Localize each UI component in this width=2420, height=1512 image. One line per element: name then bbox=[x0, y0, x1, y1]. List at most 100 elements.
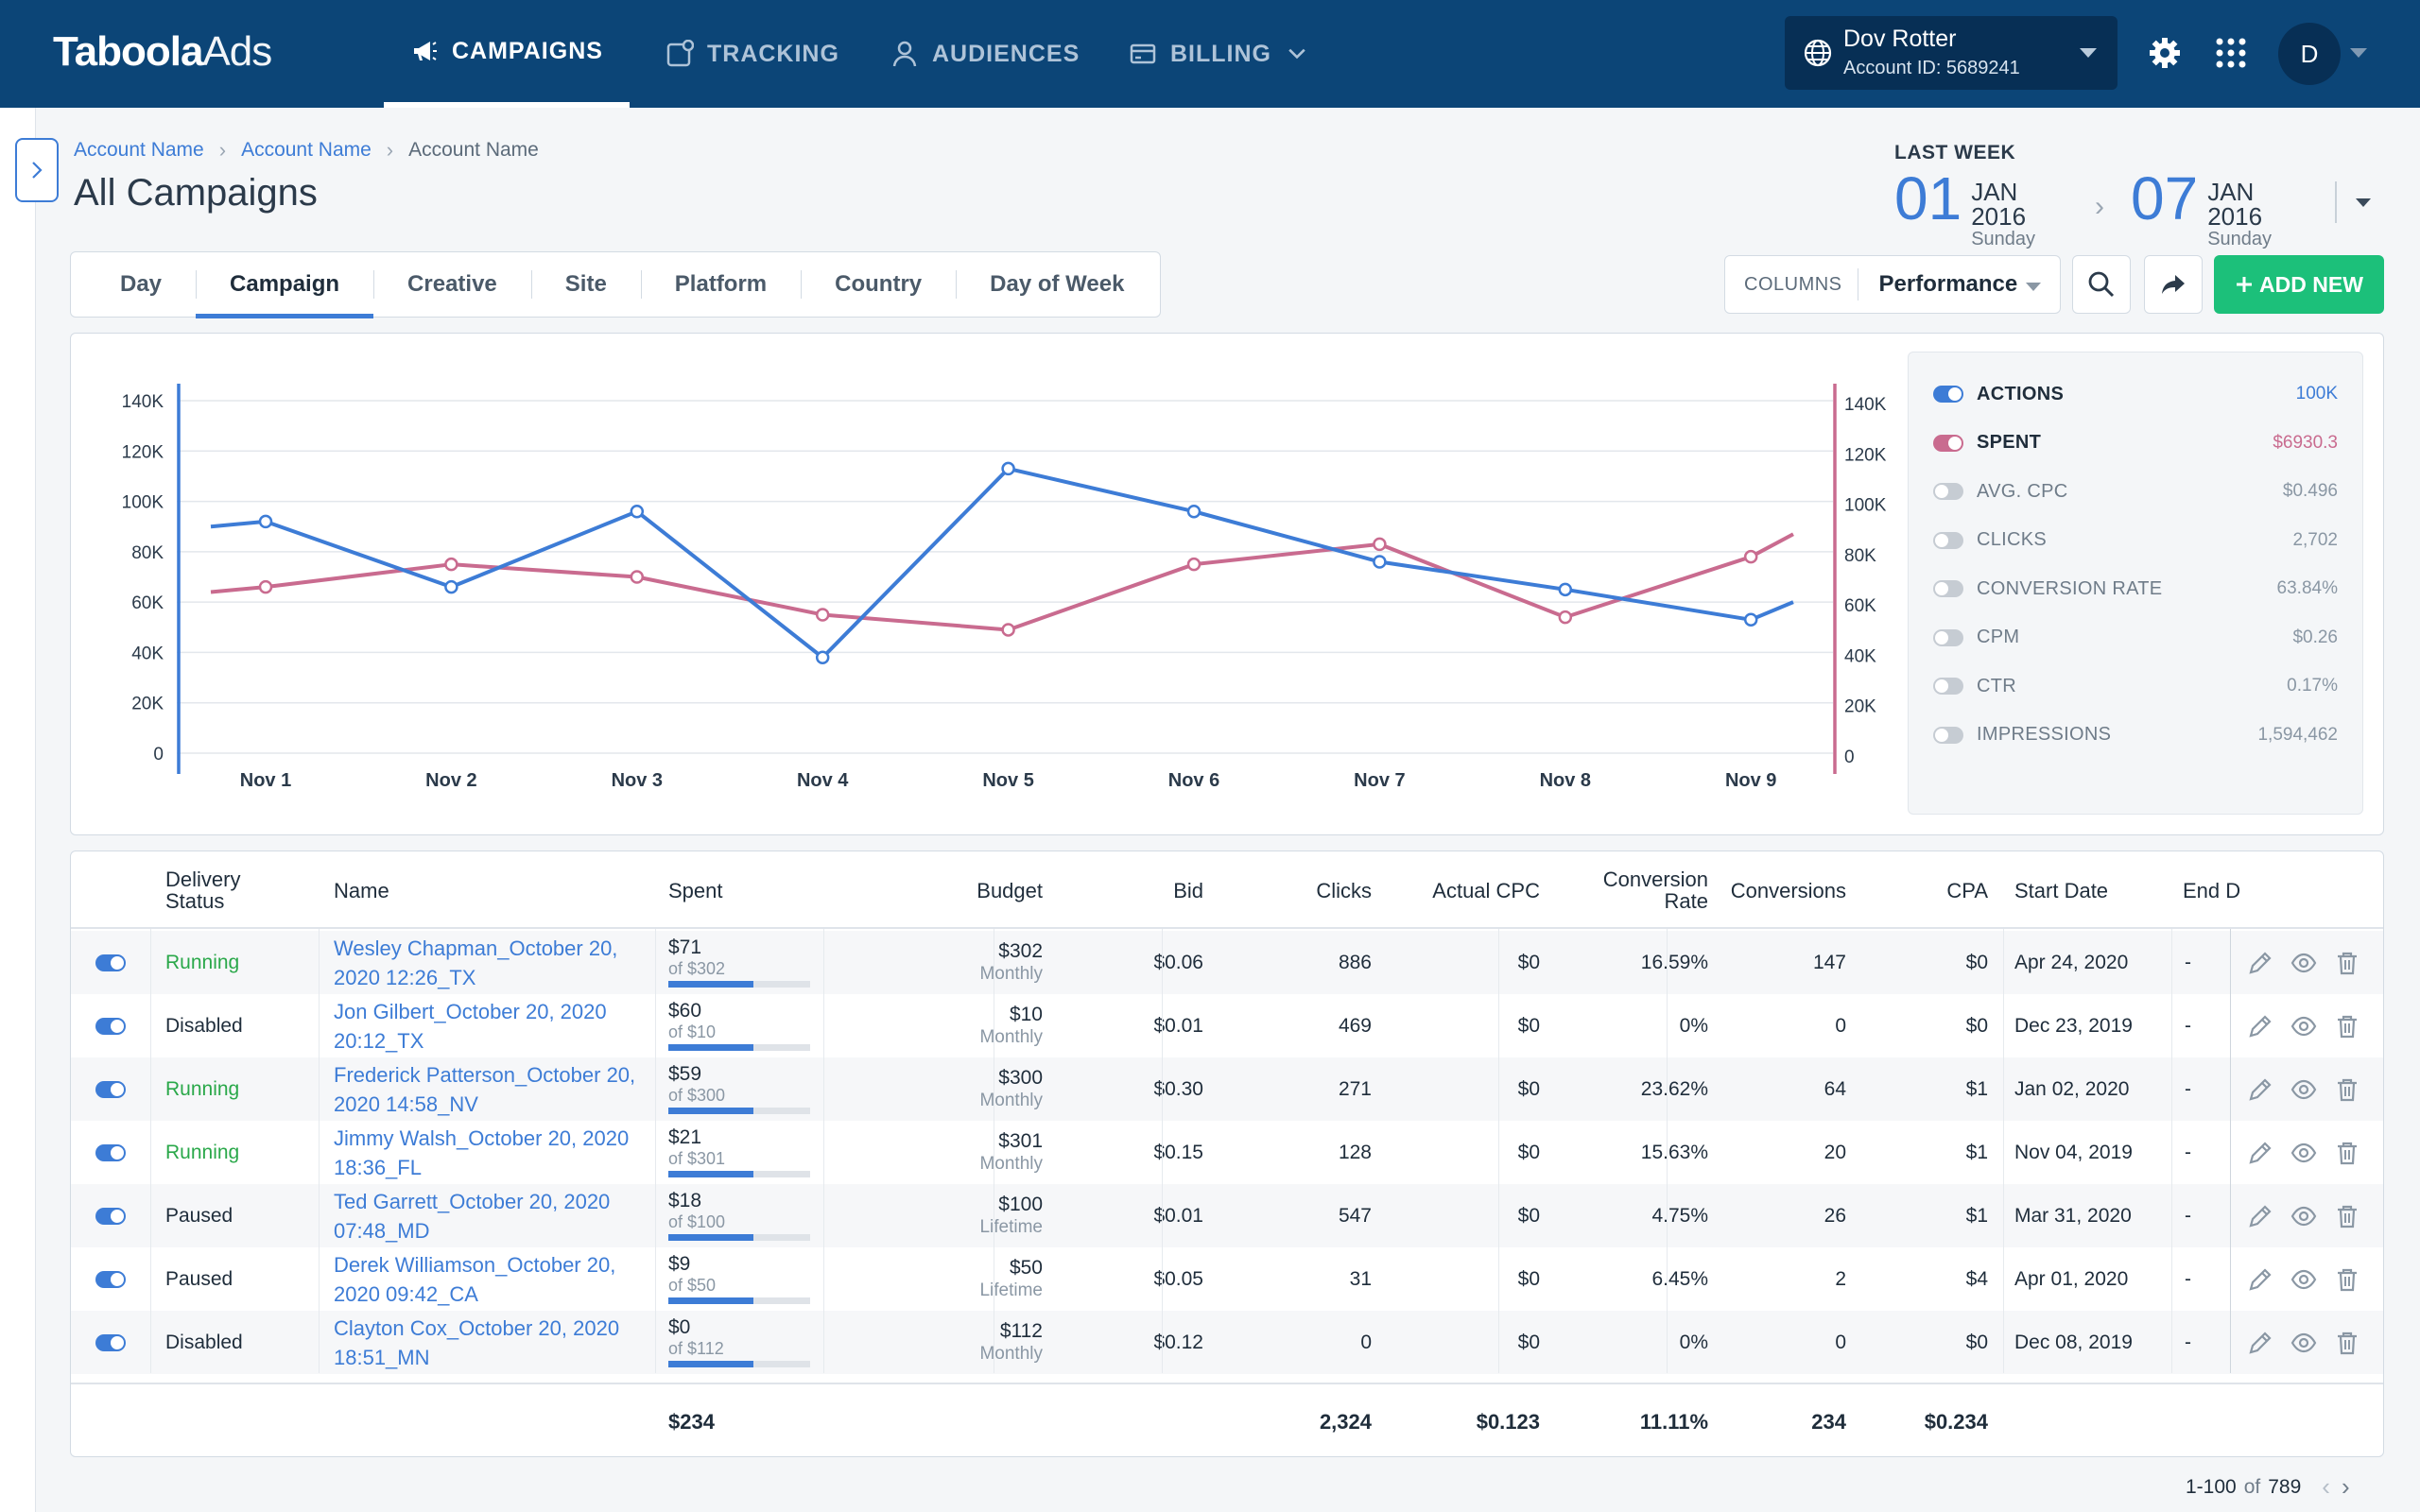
pencil-icon[interactable] bbox=[2247, 1076, 2273, 1103]
taboola-logo[interactable]: TaboolaAds bbox=[53, 28, 272, 76]
campaign-toggle[interactable] bbox=[95, 1121, 126, 1184]
metric-toggle-switch[interactable] bbox=[1933, 726, 1963, 744]
eye-icon[interactable] bbox=[2290, 1203, 2317, 1229]
metric-toggle-row[interactable]: CPM $0.26 bbox=[1933, 623, 2338, 653]
tab-campaign[interactable]: Campaign bbox=[196, 251, 374, 318]
header-bid[interactable]: Bid bbox=[1173, 878, 1203, 902]
tab-creative[interactable]: Creative bbox=[373, 251, 531, 318]
eye-icon[interactable] bbox=[2290, 1266, 2317, 1293]
toggle-switch[interactable] bbox=[95, 1143, 126, 1161]
metric-toggle-switch[interactable] bbox=[1933, 483, 1963, 500]
add-new-button[interactable]: ADD NEW bbox=[2214, 255, 2384, 314]
campaign-toggle[interactable] bbox=[95, 1311, 126, 1374]
tab-day-of-week[interactable]: Day of Week bbox=[956, 251, 1158, 318]
campaign-name-link[interactable]: Derek Williamson_October 20, 2020 09:42_… bbox=[334, 1252, 616, 1306]
tab-country[interactable]: Country bbox=[801, 251, 956, 318]
eye-icon[interactable] bbox=[2290, 950, 2317, 976]
header-end-date[interactable]: End D bbox=[2183, 878, 2241, 902]
tab-site[interactable]: Site bbox=[530, 251, 641, 318]
pager-prev-icon[interactable]: ‹ bbox=[2322, 1472, 2330, 1501]
pencil-icon[interactable] bbox=[2247, 950, 2273, 976]
gear-icon[interactable] bbox=[2148, 36, 2182, 70]
campaign-name-link[interactable]: Frederick Patterson_October 20, 2020 14:… bbox=[334, 1062, 636, 1116]
metric-toggle-row[interactable]: SPENT $6930.3 bbox=[1933, 428, 2338, 458]
date-range-dropdown-icon[interactable] bbox=[2356, 198, 2371, 207]
campaign-toggle[interactable] bbox=[95, 1057, 126, 1121]
toggle-switch[interactable] bbox=[95, 1270, 126, 1288]
trash-icon[interactable] bbox=[2334, 1203, 2360, 1229]
metric-toggle-row[interactable]: CTR 0.17% bbox=[1933, 671, 2338, 701]
tab-platform[interactable]: Platform bbox=[640, 251, 801, 318]
campaign-name-link[interactable]: Ted Garrett_October 20, 2020 07:48_MD bbox=[334, 1189, 611, 1243]
campaign-toggle[interactable] bbox=[95, 931, 126, 994]
header-spent[interactable]: Spent bbox=[668, 878, 723, 902]
tab-day[interactable]: Day bbox=[120, 271, 163, 297]
metric-toggle-switch[interactable] bbox=[1933, 678, 1963, 695]
metric-toggle-row[interactable]: AVG. CPC $0.496 bbox=[1933, 476, 2338, 507]
breadcrumb-link[interactable]: Account Name bbox=[241, 139, 372, 161]
header-budget[interactable]: Budget bbox=[977, 878, 1043, 902]
campaign-toggle[interactable] bbox=[95, 1184, 126, 1247]
campaign-toggle[interactable] bbox=[95, 994, 126, 1057]
account-selector[interactable]: Dov Rotter Account ID: 5689241 bbox=[1785, 16, 2118, 90]
breadcrumb-link[interactable]: Account Name bbox=[74, 139, 204, 161]
eye-icon[interactable] bbox=[2290, 1140, 2317, 1166]
header-conversion-rate[interactable]: Conversion Rate bbox=[1546, 851, 1708, 929]
trash-icon[interactable] bbox=[2334, 1330, 2360, 1356]
pencil-icon[interactable] bbox=[2247, 1266, 2273, 1293]
toggle-switch[interactable] bbox=[95, 1017, 126, 1035]
metric-toggle-switch[interactable] bbox=[1933, 386, 1963, 403]
campaign-name-link[interactable]: Clayton Cox_October 20, 2020 18:51_MN bbox=[334, 1315, 620, 1369]
trash-icon[interactable] bbox=[2334, 950, 2360, 976]
trash-icon[interactable] bbox=[2334, 1140, 2360, 1166]
pencil-icon[interactable] bbox=[2247, 1140, 2273, 1166]
pencil-icon[interactable] bbox=[2247, 1203, 2273, 1229]
campaign-name-link[interactable]: Jon Gilbert_October 20, 2020 20:12_TX bbox=[334, 999, 607, 1053]
header-conversions[interactable]: Conversions bbox=[1730, 878, 1846, 902]
search-button[interactable] bbox=[2072, 255, 2131, 314]
metric-toggle-row[interactable]: CONVERSION RATE 63.84% bbox=[1933, 574, 2338, 604]
toggle-switch[interactable] bbox=[95, 954, 126, 971]
campaign-toggle[interactable] bbox=[95, 1247, 126, 1311]
nav-billing[interactable]: BILLING bbox=[1129, 0, 1309, 108]
campaign-name-link[interactable]: Jimmy Walsh_October 20, 2020 18:36_FL bbox=[334, 1125, 630, 1179]
metric-toggle-switch[interactable] bbox=[1933, 628, 1963, 646]
nav-audiences[interactable]: AUDIENCES bbox=[890, 0, 1080, 108]
header-actual-cpc[interactable]: Actual CPC bbox=[1432, 878, 1540, 902]
eye-icon[interactable] bbox=[2290, 1330, 2317, 1356]
header-start-date[interactable]: Start Date bbox=[2014, 878, 2109, 902]
avatar[interactable]: D bbox=[2278, 23, 2341, 85]
date-range-picker[interactable]: LAST WEEK 01 JAN 2016 Sunday › 07 JAN 20… bbox=[1894, 142, 2272, 249]
share-button[interactable] bbox=[2144, 255, 2203, 314]
eye-icon[interactable] bbox=[2290, 1076, 2317, 1103]
nav-tracking[interactable]: TRACKING bbox=[666, 0, 839, 108]
apps-grid-icon[interactable] bbox=[2214, 36, 2248, 70]
columns-selector[interactable]: COLUMNS Performance bbox=[1724, 255, 2061, 314]
sidebar-expand-button[interactable] bbox=[15, 138, 59, 202]
header-name[interactable]: Name bbox=[334, 878, 389, 902]
metric-toggle-row[interactable]: CLICKS 2,702 bbox=[1933, 525, 2338, 556]
trash-icon[interactable] bbox=[2334, 1266, 2360, 1293]
eye-icon[interactable] bbox=[2290, 1013, 2317, 1040]
trash-icon[interactable] bbox=[2334, 1076, 2360, 1103]
trash-icon[interactable] bbox=[2334, 1013, 2360, 1040]
header-delivery-status[interactable]: Delivery Status bbox=[165, 851, 240, 929]
pencil-icon[interactable] bbox=[2247, 1013, 2273, 1040]
metric-toggle-row[interactable]: IMPRESSIONS 1,594,462 bbox=[1933, 720, 2338, 750]
metric-toggle-switch[interactable] bbox=[1933, 580, 1963, 597]
avatar-caret-icon[interactable] bbox=[2350, 48, 2367, 58]
metric-toggle-row[interactable]: ACTIONS 100K bbox=[1933, 379, 2338, 409]
campaign-name-link[interactable]: Wesley Chapman_October 20, 2020 12:26_TX bbox=[334, 936, 618, 989]
metric-toggle-switch[interactable] bbox=[1933, 531, 1963, 549]
header-cpa[interactable]: CPA bbox=[1946, 878, 1988, 902]
end-date[interactable]: 07 JAN 2016 Sunday bbox=[2131, 168, 2272, 250]
header-clicks[interactable]: Clicks bbox=[1316, 878, 1372, 902]
start-date[interactable]: 01 JAN 2016 Sunday bbox=[1894, 168, 2035, 250]
pager-next-icon[interactable]: › bbox=[2341, 1472, 2350, 1501]
metric-toggle-switch[interactable] bbox=[1933, 434, 1963, 452]
toggle-switch[interactable] bbox=[95, 1207, 126, 1225]
toggle-switch[interactable] bbox=[95, 1333, 126, 1351]
pencil-icon[interactable] bbox=[2247, 1330, 2273, 1356]
toggle-switch[interactable] bbox=[95, 1080, 126, 1098]
nav-campaigns[interactable]: CAMPAIGNS bbox=[384, 0, 630, 108]
